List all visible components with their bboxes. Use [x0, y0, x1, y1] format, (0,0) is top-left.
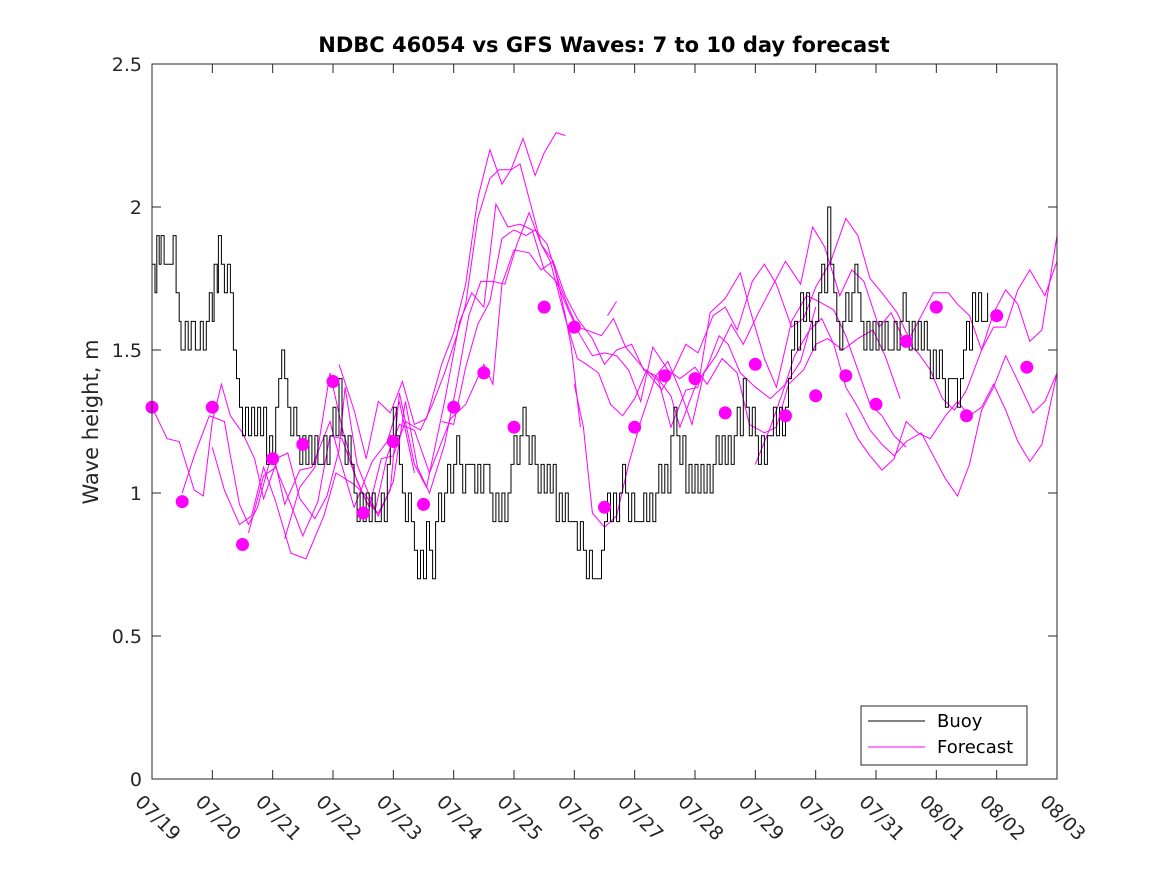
- forecast-line-9: [573, 225, 1058, 529]
- forecast-marker-4: [236, 538, 249, 551]
- forecast-line-4: [248, 202, 901, 538]
- y-axis-label: Wave height, m: [79, 339, 103, 504]
- forecast-marker-7: [326, 375, 340, 388]
- forecast-marker-19: [688, 372, 702, 386]
- forecast-marker-5: [266, 452, 280, 466]
- forecast-marker-30: [1020, 360, 1034, 374]
- forecast-marker-25: [869, 397, 883, 411]
- forecast-line-6: [338, 132, 566, 459]
- forecast-marker-28: [960, 409, 973, 423]
- legend-forecast-label: Forecast: [937, 737, 1013, 758]
- forecast-marker-18: [658, 369, 672, 383]
- forecast-marker-15: [567, 320, 581, 334]
- forecast-line-3: [211, 211, 817, 560]
- forecast-line-7: [441, 217, 1058, 426]
- forecast-marker-11: [447, 400, 461, 414]
- forecast-marker-27: [929, 300, 943, 314]
- legend: Buoy Forecast: [860, 705, 1028, 766]
- forecast-marker-14: [537, 300, 551, 314]
- forecast-markers: [145, 300, 1034, 551]
- forecast-line-1: [151, 382, 415, 509]
- forecast-marker-17: [628, 420, 642, 434]
- forecast-marker-9: [386, 435, 400, 448]
- forecast-line-11: [845, 372, 1058, 471]
- forecast-marker-2: [175, 495, 189, 509]
- legend-box: [860, 705, 1028, 766]
- buoy-series: [152, 206, 989, 580]
- plot-frame: [151, 63, 1058, 780]
- forecast-marker-13: [507, 420, 521, 434]
- forecast-marker-3: [205, 400, 219, 414]
- y-tick-label: 0.5: [112, 626, 142, 648]
- forecast-marker-26: [899, 334, 913, 348]
- forecast-marker-10: [417, 497, 430, 511]
- forecast-marker-29: [990, 309, 1004, 323]
- forecast-marker-22: [779, 409, 792, 423]
- forecast-marker-16: [598, 500, 611, 514]
- y-tick-label: 1: [130, 483, 142, 505]
- forecast-marker-21: [748, 357, 762, 371]
- forecast-marker-6: [296, 437, 310, 451]
- y-tick-label: 1.5: [112, 340, 142, 362]
- forecast-marker-12: [477, 366, 491, 380]
- forecast-marker-8: [356, 506, 370, 520]
- forecast-line-8: [607, 301, 618, 316]
- chart-title: NDBC 46054 vs GFS Waves: 7 to 10 day for…: [318, 33, 889, 57]
- y-tick-label: 2: [130, 197, 142, 219]
- forecast-marker-23: [809, 389, 823, 403]
- plot-area: [152, 64, 1057, 779]
- buoy-line: [152, 206, 989, 580]
- y-axis: 0 0.5 1 1.5 2 2.5: [112, 54, 1057, 791]
- y-tick-label: 2.5: [112, 54, 142, 76]
- legend-buoy-label: Buoy: [937, 711, 983, 732]
- forecast-marker-24: [839, 369, 853, 383]
- forecast-line-10: [754, 317, 1058, 497]
- forecast-marker-20: [718, 406, 732, 420]
- y-tick-label: 0: [130, 769, 142, 791]
